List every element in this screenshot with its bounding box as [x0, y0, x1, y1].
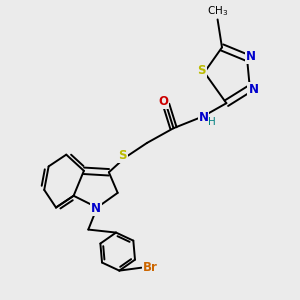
Text: S: S [197, 64, 206, 77]
Text: Br: Br [143, 261, 158, 274]
Text: N: N [248, 83, 258, 96]
Text: CH$_3$: CH$_3$ [207, 4, 228, 18]
Text: N: N [199, 111, 208, 124]
Text: H: H [208, 117, 216, 127]
Text: N: N [245, 50, 256, 63]
Text: N: N [91, 202, 100, 215]
Text: S: S [118, 149, 127, 162]
Text: O: O [158, 95, 168, 108]
